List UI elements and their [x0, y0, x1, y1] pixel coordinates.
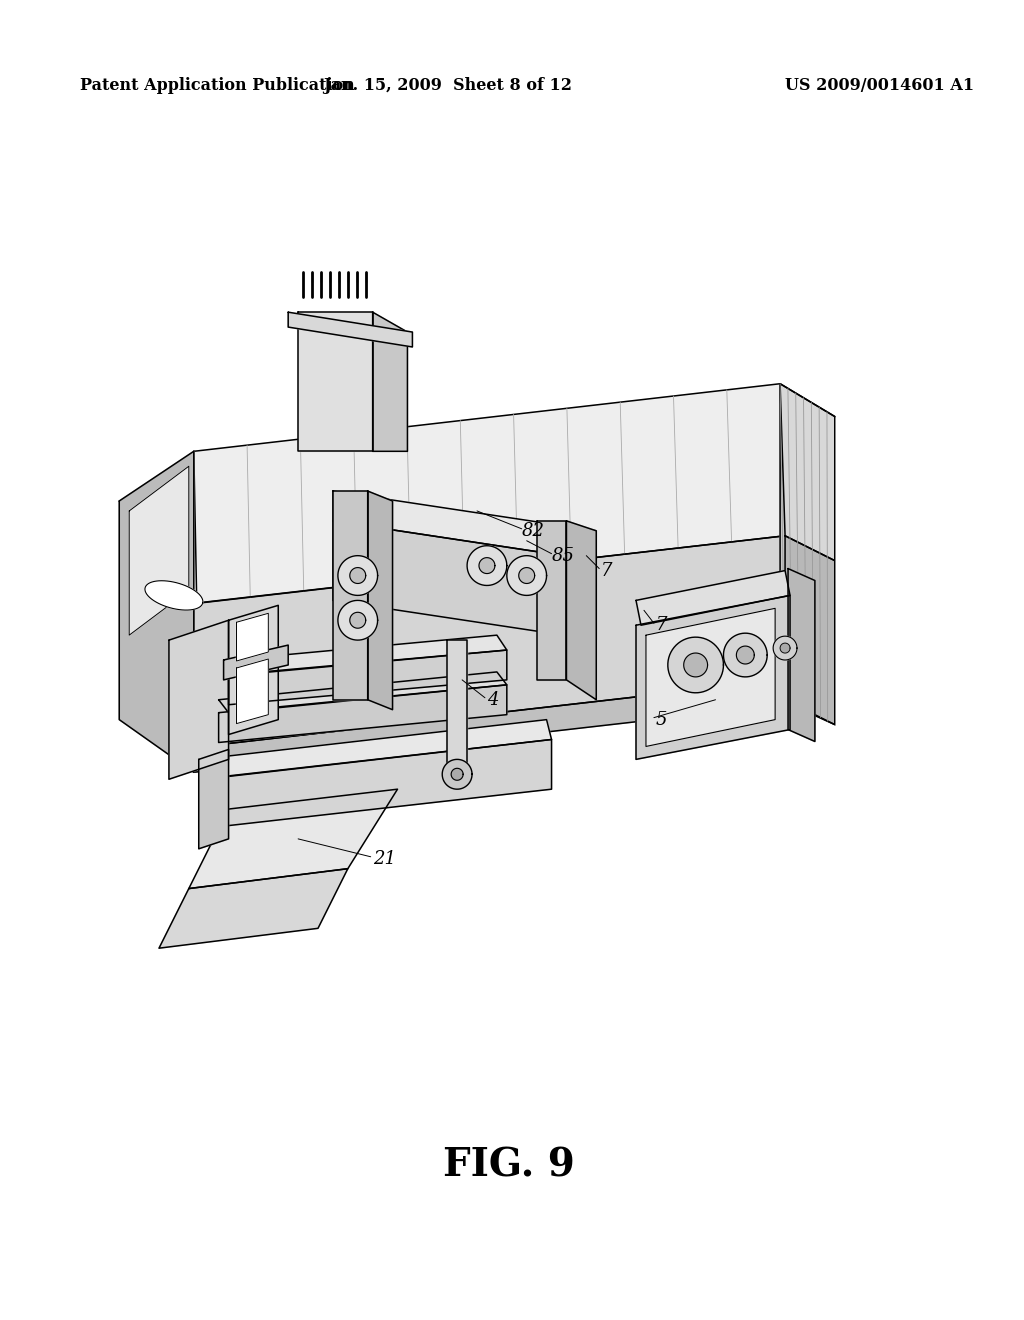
Text: 82: 82: [521, 521, 545, 540]
Polygon shape: [119, 451, 194, 772]
Polygon shape: [333, 491, 368, 700]
Text: 21: 21: [373, 850, 395, 867]
Polygon shape: [169, 620, 228, 779]
Polygon shape: [194, 536, 785, 747]
Polygon shape: [338, 601, 378, 640]
Polygon shape: [129, 466, 188, 635]
Polygon shape: [288, 313, 413, 347]
Polygon shape: [788, 569, 815, 742]
Text: 7: 7: [601, 561, 612, 579]
Polygon shape: [333, 521, 596, 640]
Polygon shape: [338, 556, 378, 595]
Polygon shape: [350, 568, 366, 583]
Polygon shape: [479, 557, 495, 573]
Polygon shape: [724, 634, 767, 677]
Polygon shape: [780, 384, 835, 725]
Polygon shape: [373, 313, 408, 451]
Polygon shape: [442, 759, 472, 789]
Polygon shape: [519, 568, 535, 583]
Polygon shape: [237, 614, 268, 661]
Polygon shape: [145, 581, 203, 610]
Polygon shape: [228, 635, 507, 675]
Polygon shape: [780, 643, 791, 653]
Polygon shape: [199, 719, 552, 779]
Text: Jan. 15, 2009  Sheet 8 of 12: Jan. 15, 2009 Sheet 8 of 12: [323, 77, 571, 94]
Polygon shape: [668, 638, 724, 693]
Polygon shape: [566, 521, 596, 700]
Polygon shape: [223, 645, 288, 680]
Text: 5: 5: [656, 710, 668, 729]
Polygon shape: [298, 313, 373, 451]
Polygon shape: [194, 384, 785, 603]
Polygon shape: [237, 659, 268, 723]
Polygon shape: [188, 789, 397, 888]
Polygon shape: [228, 649, 507, 705]
Polygon shape: [537, 521, 566, 680]
Polygon shape: [636, 595, 791, 759]
Polygon shape: [159, 869, 348, 948]
Text: FIG. 9: FIG. 9: [442, 1146, 574, 1184]
Polygon shape: [736, 645, 755, 664]
Polygon shape: [219, 672, 507, 713]
Polygon shape: [646, 609, 775, 746]
Polygon shape: [507, 556, 547, 595]
Polygon shape: [684, 653, 708, 677]
Polygon shape: [333, 491, 596, 561]
Polygon shape: [194, 680, 785, 772]
Polygon shape: [636, 570, 791, 626]
Polygon shape: [199, 750, 228, 849]
Polygon shape: [452, 768, 463, 780]
Polygon shape: [785, 536, 835, 725]
Polygon shape: [447, 640, 467, 770]
Polygon shape: [773, 636, 797, 660]
Polygon shape: [368, 491, 392, 710]
Text: 85: 85: [552, 546, 574, 565]
Polygon shape: [350, 612, 366, 628]
Polygon shape: [219, 685, 507, 742]
Text: Patent Application Publication: Patent Application Publication: [80, 77, 354, 94]
Polygon shape: [467, 545, 507, 586]
Polygon shape: [199, 739, 552, 829]
Text: US 2009/0014601 A1: US 2009/0014601 A1: [785, 77, 974, 94]
Polygon shape: [228, 606, 279, 734]
Text: 7: 7: [656, 616, 668, 634]
Text: 4: 4: [487, 690, 499, 709]
Polygon shape: [780, 384, 835, 561]
